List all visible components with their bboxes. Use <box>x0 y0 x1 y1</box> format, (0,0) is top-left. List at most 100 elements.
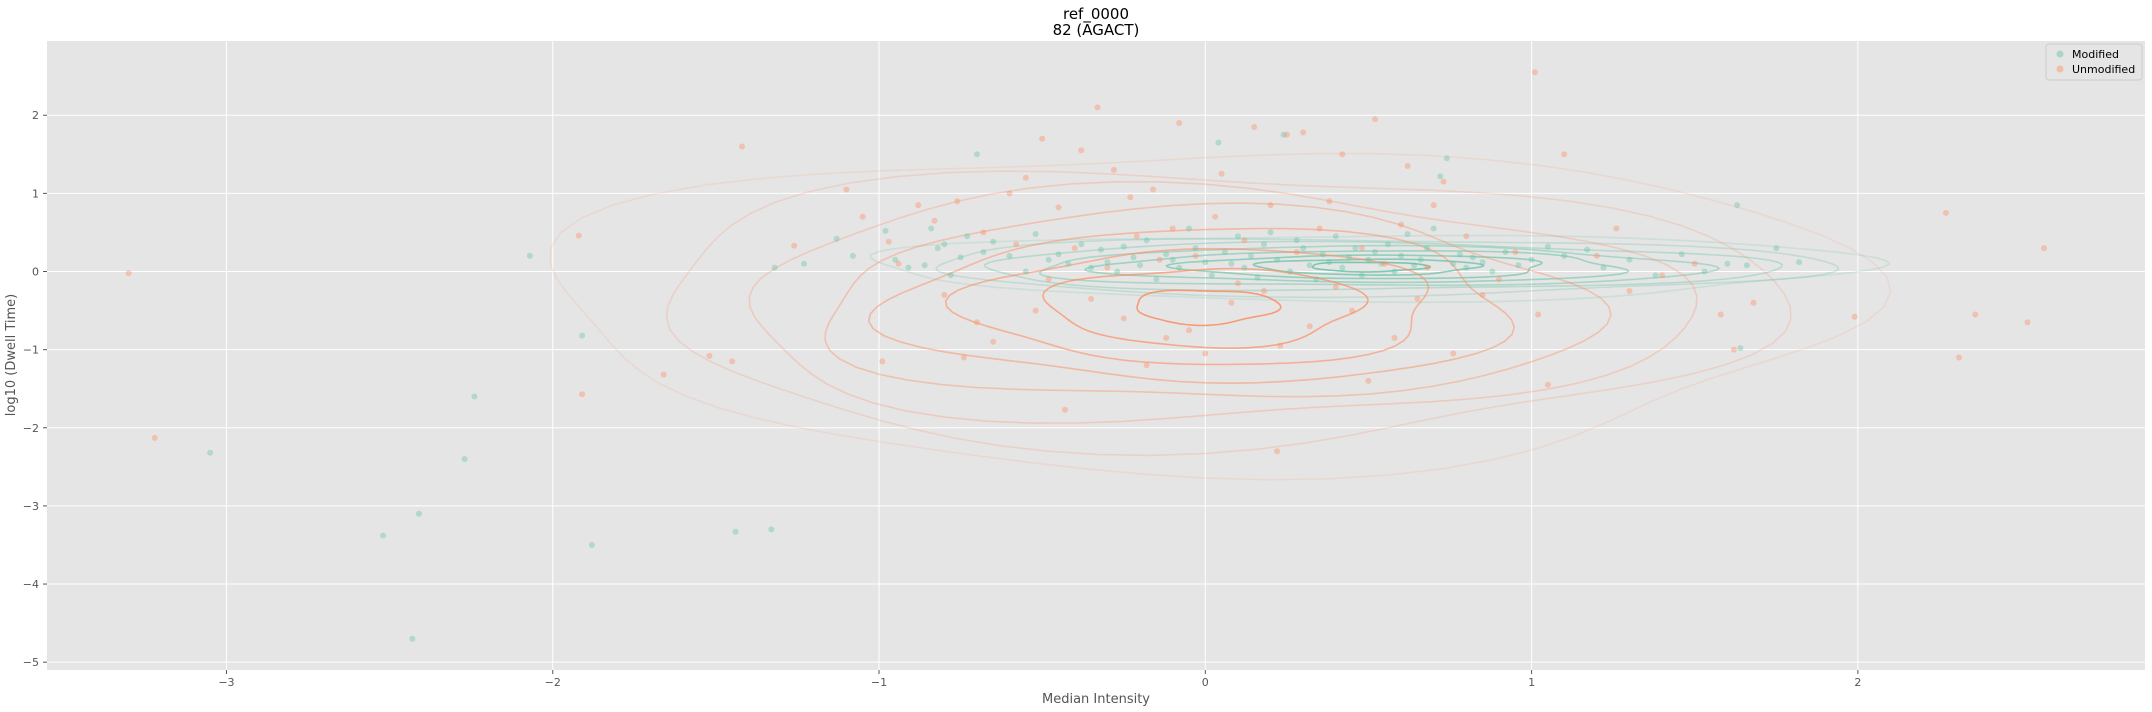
point-modified <box>1528 256 1535 263</box>
point-modified <box>1544 243 1551 250</box>
point-modified <box>1479 259 1486 266</box>
point-modified <box>207 449 214 456</box>
point-unmodified <box>1414 295 1421 302</box>
point-modified <box>1391 268 1398 275</box>
point-modified <box>947 272 954 279</box>
point-modified <box>771 264 778 271</box>
point-modified <box>1228 260 1235 267</box>
contour-modified <box>1083 250 1630 284</box>
point-unmodified <box>1110 166 1117 173</box>
point-modified <box>1254 274 1261 281</box>
point-unmodified <box>1332 284 1339 291</box>
legend-label-unmodified: Unmodified <box>2072 63 2135 76</box>
point-modified <box>1773 245 1780 252</box>
point-unmodified <box>1512 249 1519 255</box>
point-unmodified <box>1202 350 1209 357</box>
point-unmodified <box>1430 202 1437 209</box>
point-modified <box>1097 246 1104 253</box>
y-tick-label: 1 <box>32 187 39 200</box>
contour-modified <box>1311 261 1432 273</box>
point-modified <box>1248 252 1254 259</box>
point-modified <box>461 456 468 462</box>
x-tick-label: −1 <box>871 676 887 689</box>
point-modified <box>1234 233 1241 240</box>
point-unmodified <box>1228 299 1235 306</box>
point-unmodified <box>931 217 938 224</box>
point-modified <box>833 235 840 242</box>
point-unmodified <box>1062 406 1068 413</box>
point-unmodified <box>1078 147 1085 154</box>
point-unmodified <box>1176 120 1183 126</box>
point-modified <box>980 249 987 255</box>
point-modified <box>801 260 807 267</box>
point-modified <box>1065 260 1072 267</box>
point-unmodified <box>2024 319 2031 326</box>
x-tick-label: 2 <box>1854 676 1861 689</box>
point-modified <box>768 526 775 533</box>
point-unmodified <box>1316 225 1323 232</box>
point-unmodified <box>859 213 866 220</box>
point-unmodified <box>1943 209 1949 216</box>
point-unmodified <box>1424 264 1431 271</box>
point-modified <box>1006 252 1013 259</box>
point-unmodified <box>1306 323 1313 330</box>
point-unmodified <box>1192 252 1199 259</box>
x-axis-label: Median Intensity <box>1042 692 1150 707</box>
point-modified <box>1600 264 1607 271</box>
y-axis-label: log10 (Dwell Time) <box>4 294 19 416</box>
point-unmodified <box>1450 350 1457 357</box>
point-modified <box>934 245 941 252</box>
point-unmodified <box>1463 233 1470 240</box>
point-unmodified <box>1218 170 1225 177</box>
legend: Modified Unmodified <box>2045 43 2143 81</box>
y-ticks: −5 −4 −3 −2 −1 0 1 2 <box>23 109 47 669</box>
point-unmodified <box>125 270 132 277</box>
point-modified <box>1306 262 1313 269</box>
point-modified <box>732 528 739 535</box>
point-unmodified <box>1186 327 1192 334</box>
point-unmodified <box>1293 249 1300 255</box>
point-modified <box>941 241 948 248</box>
point-unmodified <box>729 358 736 365</box>
point-modified <box>1078 241 1085 248</box>
point-unmodified <box>879 358 886 365</box>
chart-subtitle: 82 (AGACT) <box>1053 21 1140 39</box>
point-unmodified <box>1349 307 1356 314</box>
point-modified <box>1701 268 1708 275</box>
contour-unmodified <box>665 170 1792 457</box>
point-unmodified <box>915 202 922 209</box>
point-unmodified <box>1150 186 1157 193</box>
x-ticks: −3 −2 −1 0 1 2 <box>218 670 1861 689</box>
point-modified <box>1267 229 1274 236</box>
point-modified <box>1404 231 1411 237</box>
point-modified <box>1463 264 1470 271</box>
point-modified <box>1372 249 1378 255</box>
y-tick-label: −2 <box>23 422 39 435</box>
contour-modified <box>1252 258 1485 276</box>
x-tick-label: 0 <box>1202 676 1209 689</box>
point-unmodified <box>1261 288 1267 294</box>
point-unmodified <box>1212 213 1219 220</box>
point-modified <box>1358 272 1365 279</box>
point-modified <box>1469 254 1476 261</box>
point-unmodified <box>941 291 948 298</box>
grid <box>47 41 2145 670</box>
y-tick-label: −5 <box>23 656 39 669</box>
point-unmodified <box>1626 288 1633 294</box>
point-unmodified <box>1531 69 1538 76</box>
point-modified <box>1143 237 1150 244</box>
point-modified <box>1045 256 1052 263</box>
contour-unmodified <box>748 180 1698 424</box>
point-unmodified <box>990 338 997 345</box>
point-unmodified <box>1365 377 1372 384</box>
point-modified <box>1584 246 1591 253</box>
point-unmodified <box>1277 342 1284 349</box>
chart-title: ref_0000 <box>1063 5 1129 24</box>
point-modified <box>1163 251 1170 258</box>
point-modified <box>1417 256 1424 263</box>
point-unmodified <box>1358 245 1365 252</box>
point-unmodified <box>1006 190 1013 197</box>
point-unmodified <box>1032 307 1039 314</box>
contour-unmodified <box>867 227 1516 385</box>
point-unmodified <box>1169 225 1176 232</box>
